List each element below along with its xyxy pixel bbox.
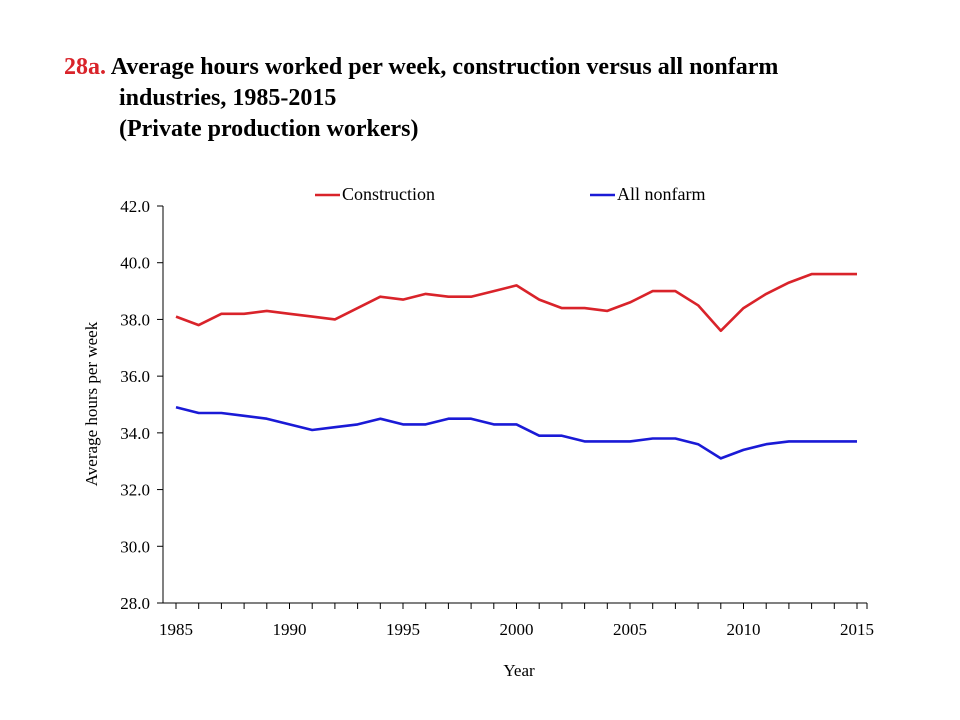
chart-title: 28a. Average hours worked per week, cons…	[64, 52, 778, 145]
x-tick-label: 2010	[727, 620, 761, 639]
y-tick-label: 42.0	[120, 197, 150, 216]
title-line-1: 28a. Average hours worked per week, cons…	[64, 52, 778, 83]
x-tick-label: 2000	[500, 620, 534, 639]
x-tick-label: 1995	[386, 620, 420, 639]
y-tick-label: 30.0	[120, 537, 150, 556]
y-axis-label: Average hours per week	[82, 321, 101, 486]
title-number: 28a.	[64, 54, 106, 80]
legend-label-construction: Construction	[342, 184, 435, 204]
y-tick-label: 40.0	[120, 254, 150, 273]
title-line-2: industries, 1985-2015	[119, 85, 337, 111]
legend: Construction All nonfarm	[315, 184, 705, 204]
title-main: Average hours worked per week, construct…	[110, 54, 779, 80]
title-line-3: (Private production workers)	[119, 116, 419, 142]
x-tick-label: 2005	[613, 620, 647, 639]
legend-label-all-nonfarm: All nonfarm	[617, 184, 705, 204]
x-tick-label: 1985	[159, 620, 193, 639]
x-tick-label: 1990	[273, 620, 307, 639]
y-tick-label: 36.0	[120, 367, 150, 386]
series-lines	[175, 272, 857, 460]
y-tick-label: 34.0	[120, 424, 150, 443]
y-tick-label: 32.0	[120, 481, 150, 500]
y-tick-label: 28.0	[120, 594, 150, 613]
axes: 28.0 30.0 32.0 34.0 36.0 38.0 40.0 42.0 1985 1990…	[120, 197, 874, 639]
x-tick-label: 2015	[840, 620, 874, 639]
series-line-construction	[175, 272, 857, 333]
x-axis-label: Year	[503, 661, 535, 680]
y-tick-label: 38.0	[120, 310, 150, 329]
series-line-all-nonfarm	[175, 406, 857, 460]
